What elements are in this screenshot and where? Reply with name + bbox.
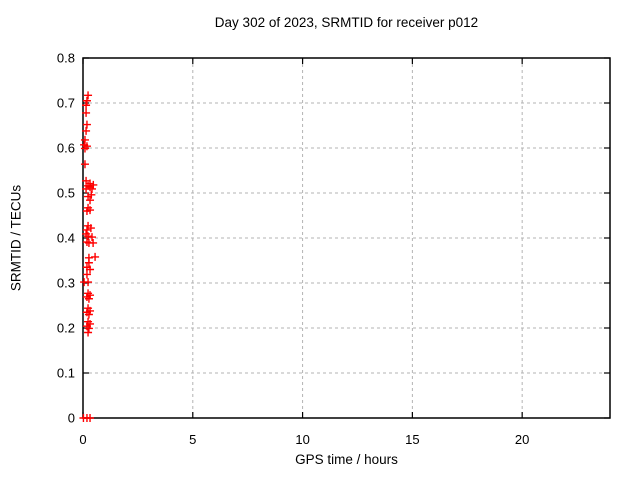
data-point-marker [88,233,97,242]
y-tick-label: 0.5 [57,186,75,201]
data-point-marker [84,310,93,319]
data-point-marker [84,324,93,333]
y-tick-label: 0 [68,411,75,426]
data-point-marker [84,328,93,337]
data-point-marker [91,252,100,261]
data-point-marker [84,278,93,287]
data-point-marker [84,232,93,241]
data-point-marker [82,120,91,129]
data-point-marker [84,91,93,100]
data-point-marker [86,224,95,233]
y-tick-label: 0.7 [57,96,75,111]
y-tick-label: 0.3 [57,276,75,291]
x-tick-label: 10 [295,432,309,447]
x-tick-label: 0 [79,432,86,447]
data-point-marker [80,135,89,144]
x-tick-label: 15 [405,432,419,447]
data-point-marker [80,160,89,169]
data-point-marker [82,238,91,247]
data-point-marker [86,265,95,274]
y-tick-label: 0.8 [57,51,75,66]
y-tick-label: 0.2 [57,321,75,336]
y-tick-label: 0.6 [57,141,75,156]
y-tick-label: 0.4 [57,231,75,246]
data-point-marker [82,126,91,135]
data-point-marker [82,96,91,105]
data-point-marker [84,289,93,298]
data-point-marker [82,225,91,234]
y-tick-label: 0.1 [57,366,75,381]
chart-title: Day 302 of 2023, SRMTID for receiver p01… [214,15,479,30]
data-point-marker [82,207,91,215]
data-point-marker [82,270,91,279]
data-point-marker [82,108,91,117]
data-point-marker [84,258,93,267]
x-axis-label: GPS time / hours [295,452,398,467]
x-tick-label: 5 [189,432,196,447]
data-point-marker [84,294,93,303]
data-point-marker [89,238,98,247]
data-point-marker [80,144,89,153]
data-point-marker [86,196,95,205]
data-point-marker [86,414,95,422]
data-point-marker [82,101,91,110]
x-tick-label: 20 [515,432,529,447]
